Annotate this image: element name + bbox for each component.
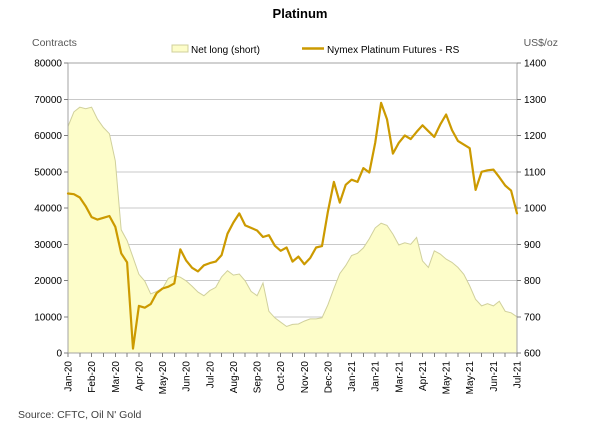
left-tick-label: 40000 [34, 204, 62, 215]
left-tick-label: 0 [56, 349, 62, 360]
net-long-legend-swatch-icon [171, 44, 189, 53]
net-long-legend-label: Net long (short) [191, 45, 260, 56]
x-axis-tick-labels: Jan-20 Feb-20 Mar-20 Apr-20 May-20 Jun-20 Jul-… [64, 361, 524, 395]
x-tick-label: Jul-21 [513, 361, 524, 389]
futures-price-line-series [66, 101, 519, 350]
right-axis-tick-labels: 600 700 800 900 1000 1100 1200 1300 1400 [524, 59, 547, 360]
net-long-area [68, 107, 517, 353]
right-tick-label: 1400 [524, 59, 547, 70]
x-tick-label: Oct-20 [276, 361, 287, 391]
left-tick-label: 60000 [34, 131, 62, 142]
net-long-area-series [67, 106, 518, 353]
chart-title: Platinum [273, 6, 328, 21]
x-tick-label: Jan-21 [371, 361, 382, 392]
x-tick-label: Feb-20 [87, 361, 98, 393]
legend: Net long (short) Nymex Platinum Futures … [171, 44, 460, 56]
source-note: Source: CFTC, Oil N' Gold [18, 409, 142, 421]
x-tick-label: May-21 [442, 361, 453, 395]
axis-ticks [64, 62, 521, 357]
x-tick-label: Jun-21 [489, 361, 500, 392]
x-tick-label: Dec-20 [323, 361, 334, 394]
x-tick-label: Nov-20 [300, 361, 311, 394]
left-tick-label: 30000 [34, 240, 62, 251]
x-tick-label: Aug-20 [229, 361, 240, 394]
left-tick-label: 70000 [34, 95, 62, 106]
left-tick-label: 10000 [34, 312, 62, 323]
left-tick-label: 50000 [34, 167, 62, 178]
x-tick-label: May-21 [465, 361, 476, 395]
left-tick-label: 20000 [34, 276, 62, 287]
net-long-area-edge [67, 106, 518, 328]
x-tick-label: Jul-20 [205, 361, 216, 389]
right-tick-label: 1000 [524, 204, 547, 215]
right-tick-label: 1200 [524, 131, 547, 142]
right-tick-label: 1300 [524, 95, 547, 106]
right-tick-label: 800 [524, 276, 541, 287]
right-tick-label: 700 [524, 312, 541, 323]
right-tick-label: 900 [524, 240, 541, 251]
x-tick-label: Jan-20 [64, 361, 75, 392]
left-axis-title: Contracts [32, 37, 77, 49]
x-tick-label: Mar-21 [394, 361, 405, 393]
x-tick-label: Apr-20 [134, 361, 145, 391]
x-tick-label: Sep-20 [253, 361, 264, 394]
right-axis-title: US$/oz [524, 37, 558, 49]
x-tick-label: Apr-21 [418, 361, 429, 391]
left-axis-tick-labels: 0 10000 20000 30000 40000 50000 60000 70000 8000… [34, 59, 62, 360]
x-tick-label: May-20 [158, 361, 169, 395]
left-tick-label: 80000 [34, 59, 62, 70]
futures-legend-label: Nymex Platinum Futures - RS [327, 45, 460, 56]
x-tick-label: Mar-20 [111, 361, 122, 393]
x-tick-label: Jan-21 [347, 361, 358, 392]
x-tick-label: Jun-20 [182, 361, 193, 392]
right-tick-label: 1100 [524, 167, 546, 178]
right-tick-label: 600 [524, 349, 541, 360]
futures-price-line [66, 101, 519, 350]
